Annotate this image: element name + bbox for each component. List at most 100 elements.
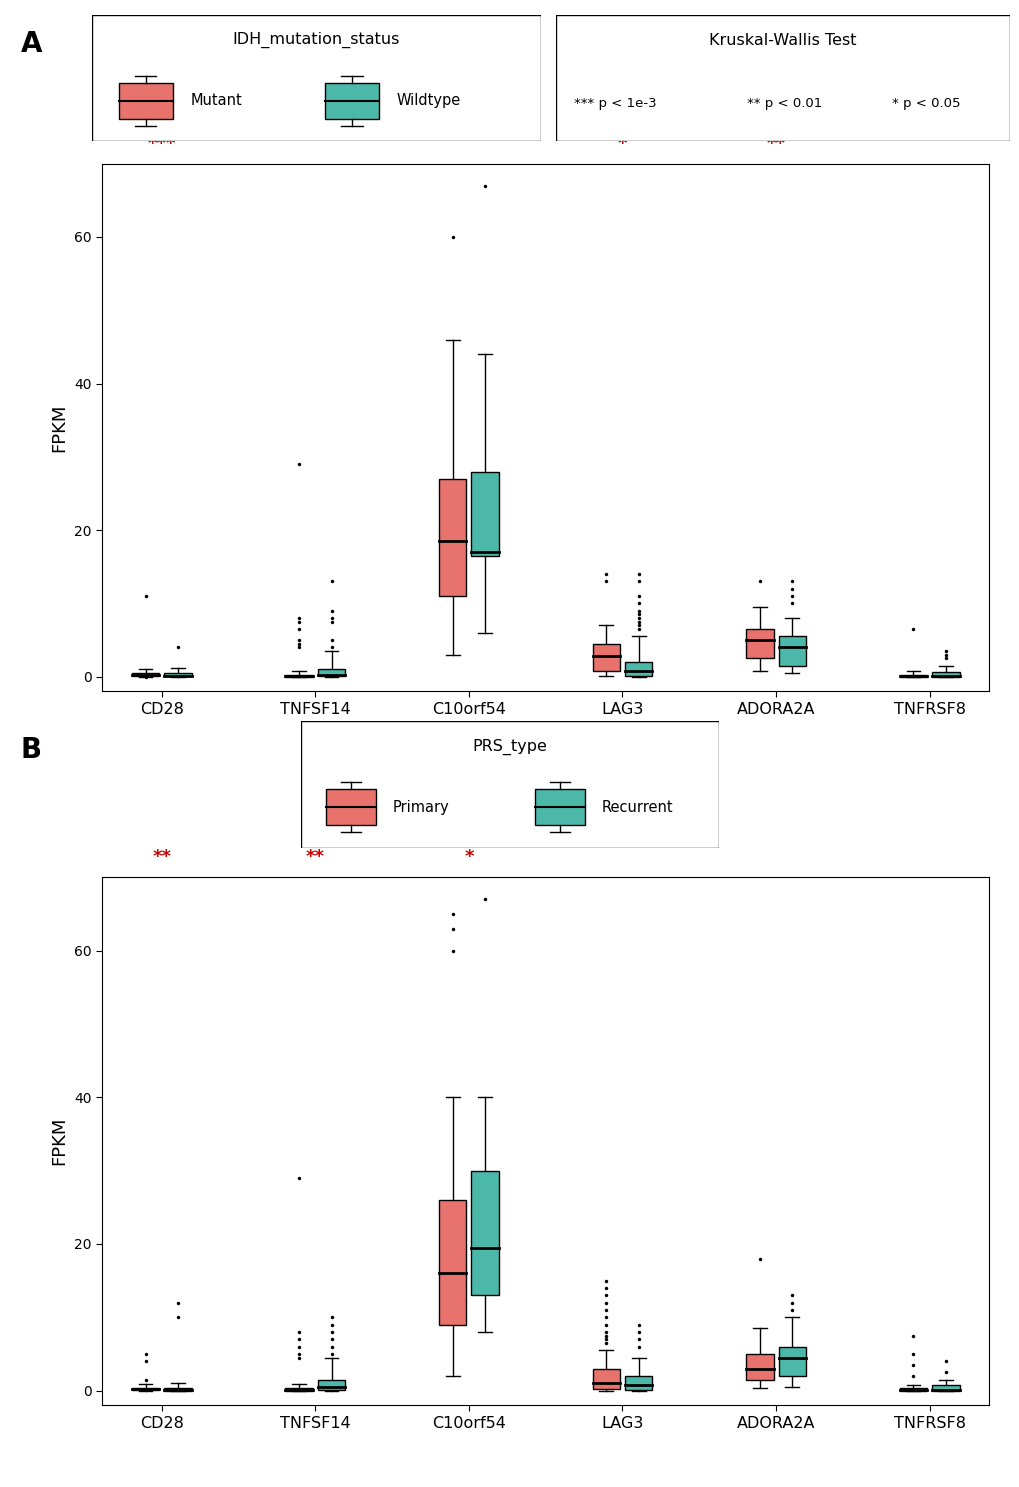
Text: B: B [20, 736, 42, 764]
Text: Mutant: Mutant [191, 94, 243, 109]
Point [290, 628, 307, 651]
Point [290, 1166, 307, 1190]
Bar [592, 644, 620, 671]
Text: **: ** [766, 134, 785, 153]
Point [597, 1298, 613, 1322]
Point [169, 1306, 185, 1329]
Point [597, 1331, 613, 1355]
Bar [931, 1386, 959, 1390]
Text: ***: *** [148, 134, 176, 153]
Bar [625, 662, 652, 677]
Point [444, 225, 461, 248]
Bar [777, 636, 805, 666]
Bar [131, 1387, 159, 1390]
Point [444, 917, 461, 941]
FancyBboxPatch shape [325, 83, 379, 119]
Point [630, 1335, 646, 1359]
Text: PRS_type: PRS_type [472, 739, 547, 754]
Point [630, 599, 646, 623]
Point [597, 1268, 613, 1292]
Bar [899, 1389, 926, 1390]
Bar [777, 1347, 805, 1375]
Bar [318, 669, 344, 677]
Point [290, 632, 307, 656]
Y-axis label: FPKM: FPKM [50, 403, 68, 452]
Point [751, 570, 767, 593]
Point [597, 1313, 613, 1337]
Point [630, 584, 646, 608]
Point [905, 617, 921, 641]
Point [784, 584, 800, 608]
Bar [899, 675, 926, 677]
Text: IDH_mutation_status: IDH_mutation_status [232, 33, 399, 48]
Text: Recurrent: Recurrent [601, 800, 673, 815]
Point [630, 570, 646, 593]
Point [630, 617, 646, 641]
Point [138, 1341, 154, 1365]
Point [630, 602, 646, 626]
Point [323, 570, 339, 593]
Point [477, 174, 493, 198]
Bar [285, 1389, 313, 1390]
FancyBboxPatch shape [118, 83, 172, 119]
Point [323, 1328, 339, 1352]
FancyBboxPatch shape [301, 721, 718, 848]
Point [169, 1291, 185, 1315]
Point [630, 614, 646, 638]
Point [290, 1320, 307, 1344]
Bar [625, 1375, 652, 1390]
Point [323, 599, 339, 623]
Point [936, 647, 953, 671]
Point [138, 1349, 154, 1373]
Text: Kruskal-Wallis Test: Kruskal-Wallis Test [708, 33, 856, 48]
Point [290, 617, 307, 641]
Point [597, 1291, 613, 1315]
Point [444, 938, 461, 962]
Text: A: A [20, 30, 42, 58]
Bar [131, 674, 159, 677]
Point [290, 610, 307, 633]
Point [323, 1335, 339, 1359]
Bar [164, 1387, 192, 1390]
Bar [931, 672, 959, 677]
Point [290, 1346, 307, 1370]
Point [630, 1320, 646, 1344]
Text: ** p < 0.01: ** p < 0.01 [746, 97, 821, 110]
Bar [438, 479, 466, 596]
Text: **: ** [306, 848, 324, 867]
Text: *: * [618, 134, 627, 153]
Point [138, 1368, 154, 1392]
Point [323, 607, 339, 630]
Point [444, 903, 461, 926]
Point [597, 1283, 613, 1307]
Bar [746, 629, 772, 659]
Point [597, 1276, 613, 1300]
Point [630, 1313, 646, 1337]
Point [905, 1353, 921, 1377]
Bar [164, 674, 192, 677]
Point [630, 592, 646, 616]
Point [936, 1349, 953, 1373]
Point [323, 1341, 339, 1365]
Point [323, 628, 339, 651]
FancyBboxPatch shape [535, 790, 585, 825]
Point [784, 1291, 800, 1315]
Point [290, 607, 307, 630]
Point [936, 1361, 953, 1384]
Point [597, 570, 613, 593]
Point [169, 635, 185, 659]
Point [323, 610, 339, 633]
Point [290, 452, 307, 476]
Point [630, 562, 646, 586]
Point [751, 1246, 767, 1270]
Point [597, 1306, 613, 1329]
Bar [471, 1170, 498, 1295]
Point [323, 1306, 339, 1329]
Bar [746, 1353, 772, 1380]
Point [290, 635, 307, 659]
Point [323, 1320, 339, 1344]
Point [290, 1341, 307, 1365]
Point [597, 562, 613, 586]
Text: Wildtype: Wildtype [396, 94, 461, 109]
Bar [438, 1200, 466, 1325]
